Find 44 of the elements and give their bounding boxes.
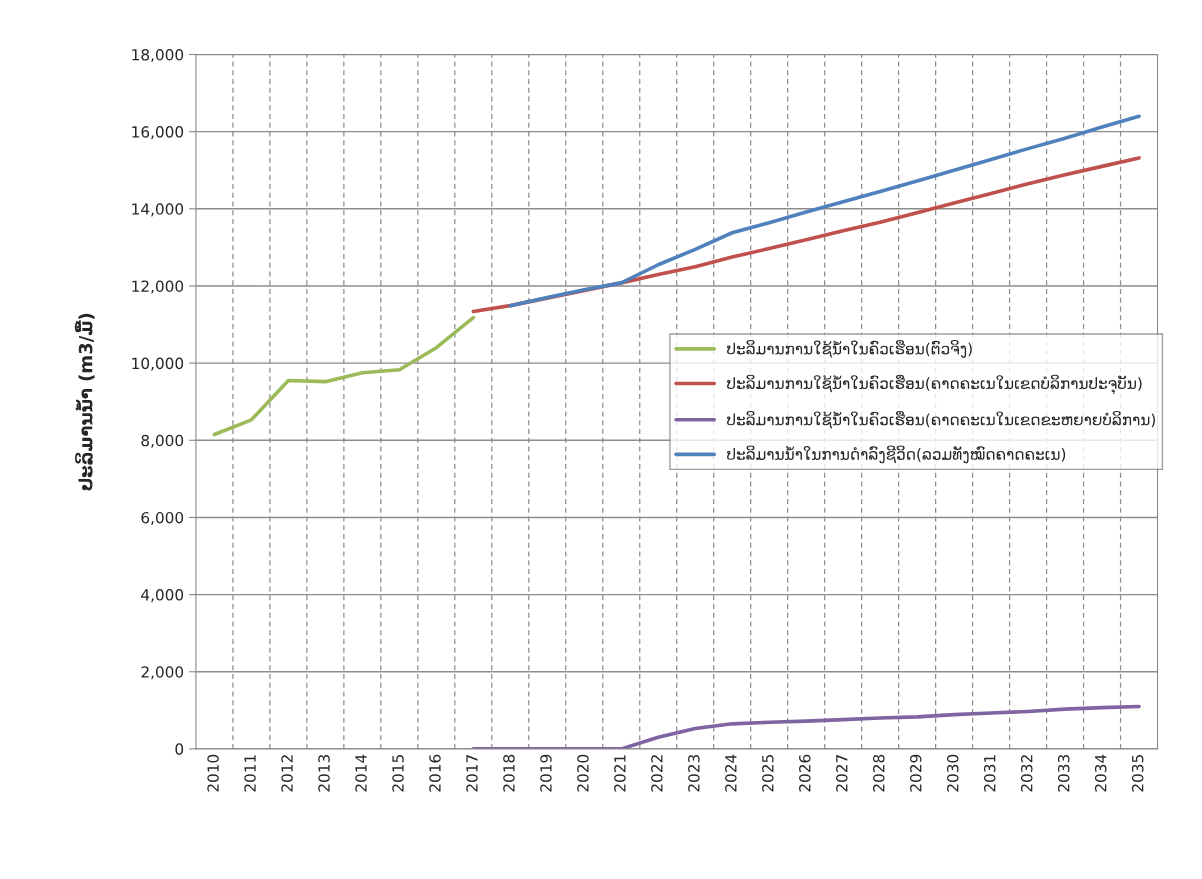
x-tick-label: 2030 xyxy=(946,754,959,792)
x-tick-label: 2027 xyxy=(836,755,848,792)
x-tick-label: 2012 xyxy=(281,755,293,792)
legend-label: ປະລິມານການໃຊ້ນ້ຳໃນຄົວເຮືອນ(ຄາດຄະເນໃນເຂດບໍລິການປະຈຸບັນ) xyxy=(727,374,1142,395)
x-tick-label: 2010 xyxy=(207,754,219,792)
y-tick-label: 4,000 xyxy=(141,589,184,603)
y-tick-label: 12,000 xyxy=(132,280,184,294)
x-tick-label: 2028 xyxy=(873,754,885,792)
x-tick-label: 2020 xyxy=(577,754,589,792)
x-tick-label: 2022 xyxy=(651,755,663,792)
x-tick-label: 2019 xyxy=(540,754,552,792)
x-tick-label: 2021 xyxy=(614,755,626,792)
x-tick-label: 2034 xyxy=(1094,754,1107,792)
x-tick-label: 2011 xyxy=(244,755,256,792)
x-tick-label: 2015 xyxy=(392,755,404,792)
x-tick-label: 2029 xyxy=(910,754,922,792)
x-tick-label: 2025 xyxy=(762,755,774,792)
y-axis-title: ປະລິມານນ້ຳ (m3/ມື້) xyxy=(74,313,95,491)
line-series xyxy=(508,114,1141,308)
x-tick-label: 2018 xyxy=(503,754,515,792)
y-tick-label: 8,000 xyxy=(141,434,184,448)
x-tick-label: 2013 xyxy=(318,754,330,792)
line-series xyxy=(471,704,1141,749)
x-tick-label: 2016 xyxy=(429,754,441,792)
legend-label: ປະລິມານການໃຊ້ນ້ຳໃນຄົວເຮືອນ(ຕົວຈິງ) xyxy=(727,340,972,358)
x-tick-label: 2035 xyxy=(1131,755,1144,792)
x-tick-label: 2024 xyxy=(725,754,737,792)
line-series xyxy=(212,315,476,437)
y-tick-label: 18,000 xyxy=(132,48,184,63)
legend-label: ປະລິມານການໃຊ້ນ້ຳໃນຄົວເຮືອນ(ຄາດຄະເນໃນເຂດຂະຫຍາຍບໍລິການ) xyxy=(727,410,1156,429)
y-tick-label: 0 xyxy=(175,743,184,755)
x-tick-label: 2014 xyxy=(355,754,367,792)
legend-label: ປະລິມານນ້ຳໃນການດຳລົງຊີວິດ(ລວມທັງໝົດຄາດຄະເນ) xyxy=(727,445,1066,464)
x-tick-label: 2023 xyxy=(688,754,700,792)
y-tick-label: 14,000 xyxy=(132,203,184,217)
x-tick-label: 2017 xyxy=(466,755,478,792)
y-tick-label: 6,000 xyxy=(141,511,184,526)
x-tick-label: 2033 xyxy=(1057,754,1070,792)
y-tick-label: 16,000 xyxy=(132,126,184,140)
x-tick-label: 2032 xyxy=(1020,755,1033,792)
y-tick-label: 10,000 xyxy=(132,357,184,371)
y-tick-label: 2,000 xyxy=(141,666,184,680)
x-tick-label: 2026 xyxy=(799,754,811,792)
x-tick-label: 2031 xyxy=(983,755,996,792)
